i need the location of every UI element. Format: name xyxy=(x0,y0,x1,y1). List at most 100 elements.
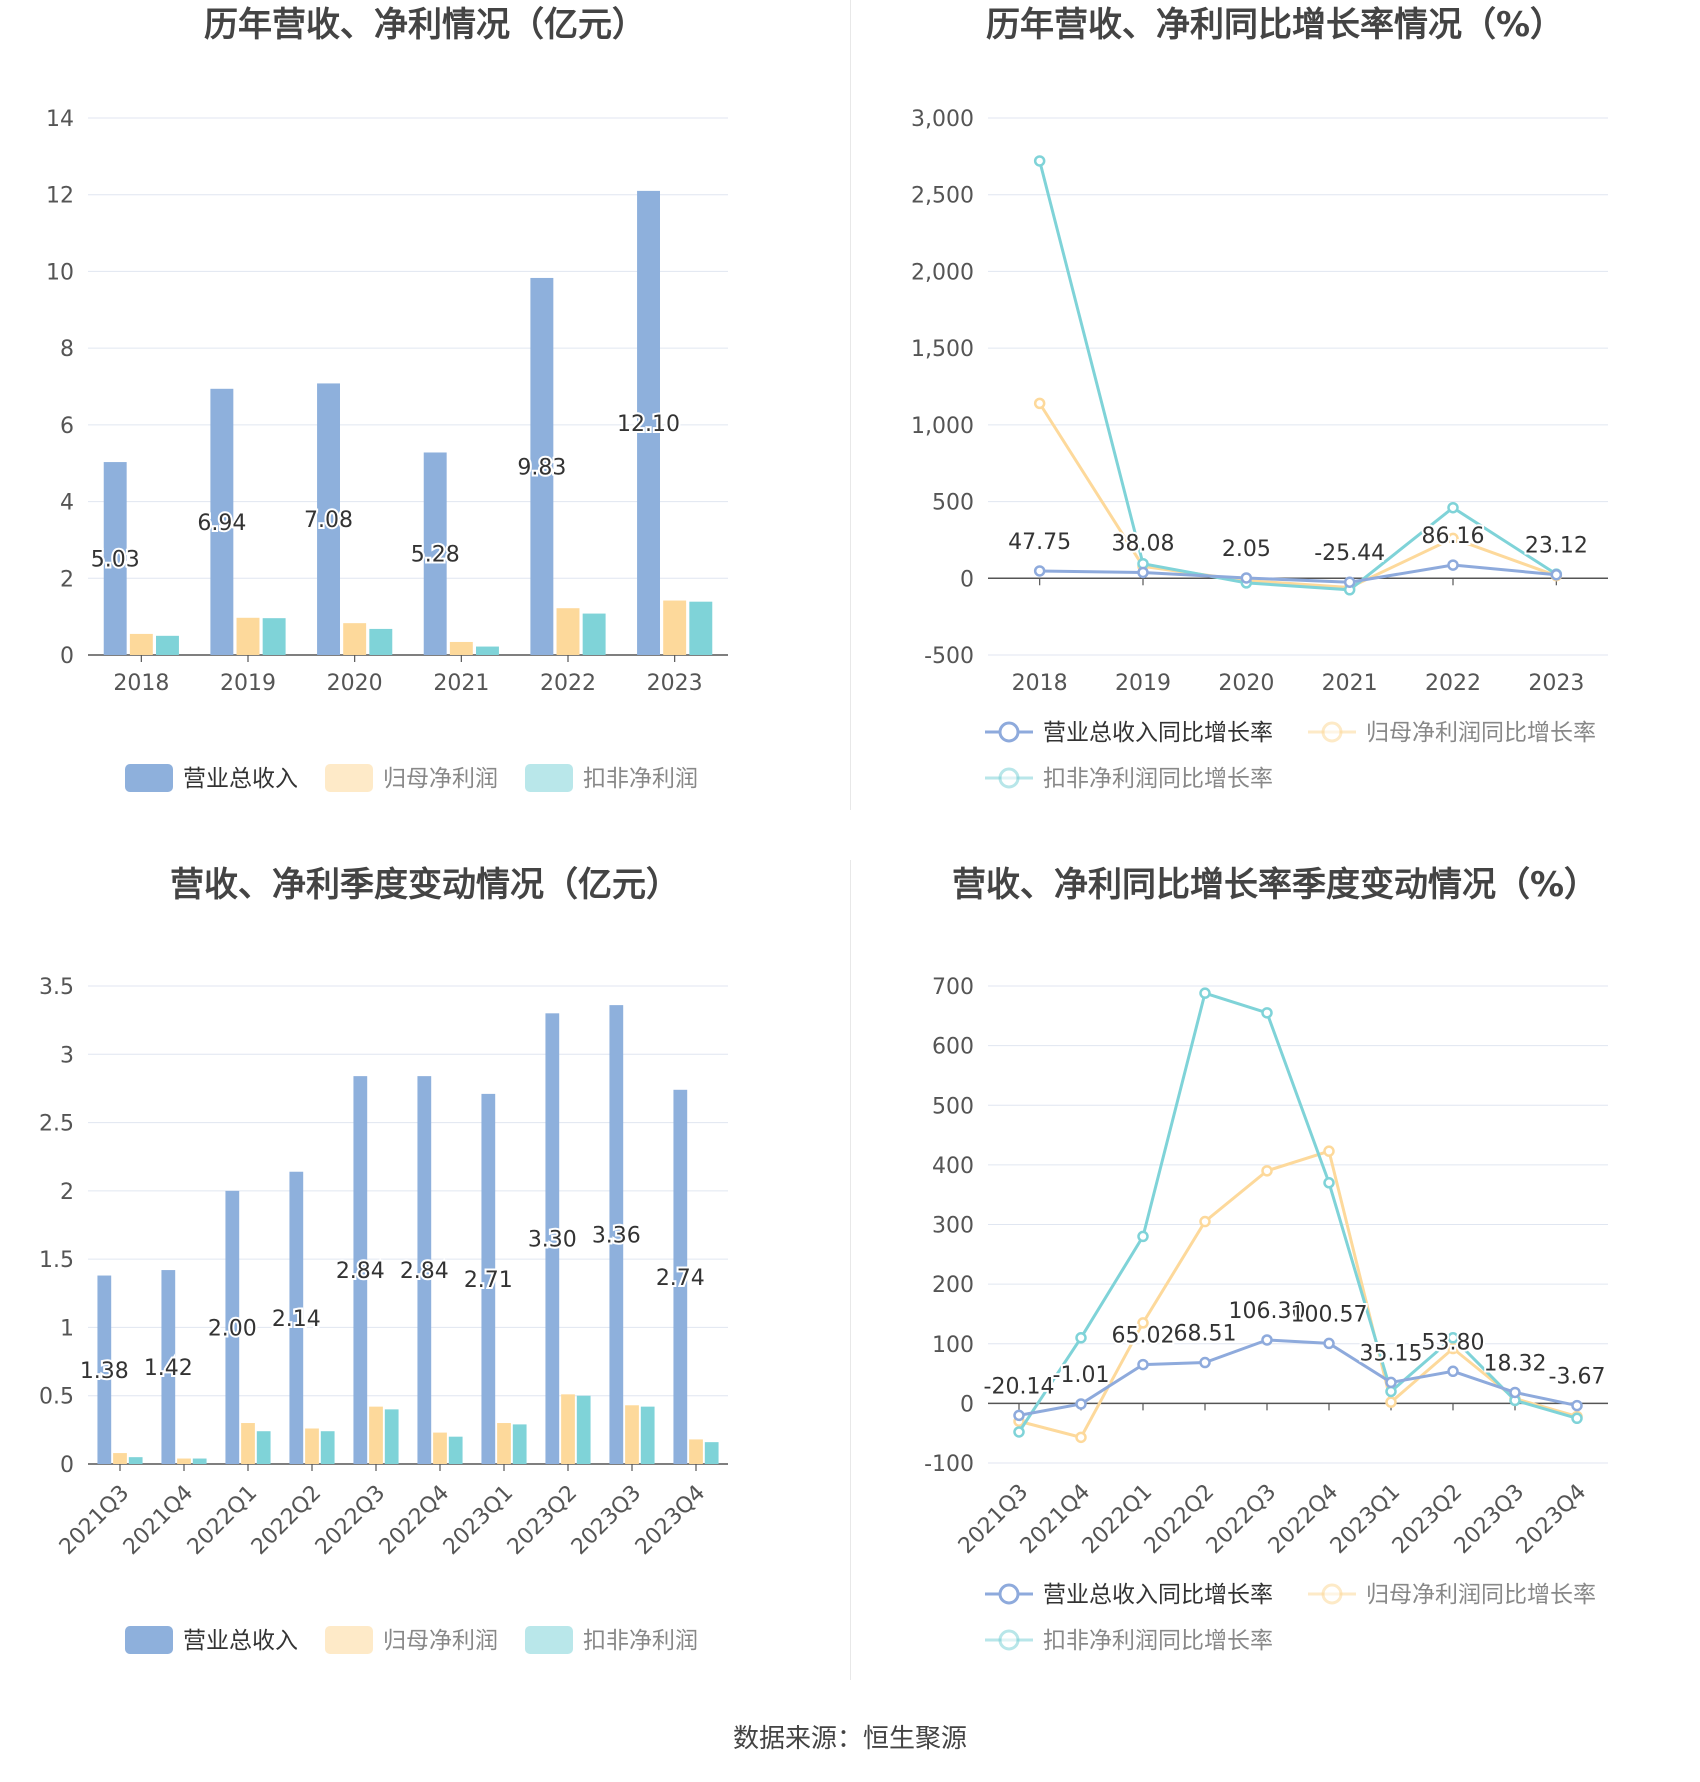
data-label: 12.10 xyxy=(617,412,680,437)
divider-bottom xyxy=(850,860,851,1680)
data-point xyxy=(1447,532,1459,545)
bar-营业总收入 xyxy=(637,190,660,655)
bar-营业总收入 xyxy=(161,1270,176,1464)
x-tick-label: 2020 xyxy=(327,671,383,696)
data-point xyxy=(1075,1398,1087,1410)
x-tick-label: 2022Q1 xyxy=(183,1481,262,1560)
y-tick-label: 6 xyxy=(60,414,74,439)
data-label: 47.75 xyxy=(1008,530,1071,555)
bar-营业总收入 xyxy=(225,1190,240,1464)
data-point xyxy=(1447,501,1459,514)
data-point xyxy=(1385,1396,1397,1408)
y-tick-label: -500 xyxy=(924,644,974,669)
data-point xyxy=(1137,566,1149,579)
data-label: 86.16 xyxy=(1422,524,1485,549)
legend-label: 营业总收入同比增长率 xyxy=(1043,720,1273,746)
data-point xyxy=(1013,1426,1025,1438)
legend-label: 营业总收入 xyxy=(183,766,298,792)
bar-扣非净利润 xyxy=(262,618,286,655)
bar-扣非净利润 xyxy=(128,1457,143,1464)
data-label: 23.12 xyxy=(1525,534,1588,559)
data-point xyxy=(1509,1386,1521,1399)
x-tick-label: 2022Q3 xyxy=(311,1481,390,1560)
data-point xyxy=(1137,1358,1149,1371)
data-label: 2.14 xyxy=(272,1307,321,1332)
annual-growth-rate-chart: 历年营收、净利同比增长率情况（%） -500 0 500 1,000 1,500 2,000… xyxy=(850,0,1700,860)
legend-symbol xyxy=(1321,1583,1343,1605)
data-label: 2.84 xyxy=(400,1259,449,1284)
x-tick-label: 2023Q1 xyxy=(439,1481,518,1560)
x-tick-label: 2018 xyxy=(1012,671,1068,696)
data-label: 38.08 xyxy=(1112,531,1175,556)
y-tick-label: 3.5 xyxy=(39,975,74,1000)
bar-扣非净利润 xyxy=(689,601,713,655)
bar-扣非净利润 xyxy=(448,1436,463,1464)
series-line-归母净利润同比增长率 xyxy=(1018,1149,1578,1440)
bar-归母净利润 xyxy=(113,1453,127,1464)
bar-营业总收入 xyxy=(289,1171,304,1464)
bar-扣非净利润 xyxy=(512,1424,527,1464)
bar-扣非净利润 xyxy=(369,628,393,655)
data-label: 1.42 xyxy=(144,1356,193,1381)
y-tick-label: 0 xyxy=(60,1453,74,1478)
data-point xyxy=(1199,1356,1211,1369)
legend-symbol xyxy=(998,1629,1020,1651)
data-label: 65.02 xyxy=(1112,1324,1175,1349)
y-tick-label: 700 xyxy=(932,975,974,1000)
bar-归母净利润 xyxy=(449,641,473,655)
y-tick-label: 100 xyxy=(932,1333,974,1358)
legend-label: 扣非净利润同比增长率 xyxy=(1043,1628,1273,1654)
data-label: -1.01 xyxy=(1053,1363,1110,1388)
bar-归母净利润 xyxy=(343,623,367,655)
annual-revenue-profit-chart: 历年营收、净利情况（亿元） 0 2 4 6 8 10 12 14 2018 2019 2020 2021… xyxy=(0,0,850,860)
bar-归母净利润 xyxy=(561,1394,575,1464)
legend-symbol xyxy=(125,764,173,792)
data-point xyxy=(1571,1399,1583,1412)
y-tick-label: 0 xyxy=(960,567,974,592)
data-point xyxy=(1447,1342,1459,1355)
x-tick-label: 2022 xyxy=(1425,671,1481,696)
data-point xyxy=(1199,987,1211,999)
series-line-营业总收入同比增长率 xyxy=(1018,1338,1578,1417)
data-label: 68.51 xyxy=(1174,1322,1237,1347)
data-point xyxy=(1261,1334,1273,1346)
legend-symbol xyxy=(525,1626,573,1654)
x-tick-label: 2019 xyxy=(1115,671,1171,696)
data-point xyxy=(1075,1332,1087,1344)
y-tick-label: 1.5 xyxy=(39,1248,74,1273)
quarterly-growth-rate-chart: 营收、净利同比增长率季度变动情况（%） -100 0 100 200 300 400 500 6… xyxy=(850,860,1700,1720)
legend-symbol xyxy=(998,721,1020,743)
data-label: 106.30 xyxy=(1229,1299,1306,1324)
bar-归母净利润 xyxy=(497,1423,511,1464)
chart-title: 历年营收、净利情况（亿元） xyxy=(204,5,646,45)
data-label: 5.28 xyxy=(411,543,460,568)
y-tick-label: 4 xyxy=(60,491,74,516)
x-tick-label: 2020 xyxy=(1218,671,1274,696)
bar-扣非净利润 xyxy=(576,1395,591,1464)
bar-扣非净利润 xyxy=(476,646,499,655)
data-point xyxy=(1323,1337,1335,1350)
bar-归母净利润 xyxy=(241,1423,255,1464)
data-point xyxy=(1323,1177,1335,1189)
y-tick-label: 1,000 xyxy=(911,414,974,439)
divider-top xyxy=(850,0,851,810)
y-tick-label: 3 xyxy=(60,1043,74,1068)
legend-label: 归母净利润 xyxy=(383,766,498,792)
bar-归母净利润 xyxy=(369,1406,383,1464)
y-tick-label: 2,000 xyxy=(911,260,974,285)
data-point xyxy=(1033,397,1046,410)
bar-营业总收入 xyxy=(210,388,234,655)
bar-归母净利润 xyxy=(625,1405,639,1464)
y-tick-label: 2 xyxy=(60,567,74,592)
bar-扣非净利润 xyxy=(640,1406,655,1464)
data-point xyxy=(1447,559,1459,571)
y-tick-label: 2 xyxy=(60,1180,74,1205)
legend-symbol xyxy=(998,767,1020,789)
y-tick-label: 12 xyxy=(46,184,74,209)
y-tick-label: 8 xyxy=(60,337,74,362)
y-tick-label: 500 xyxy=(932,491,974,516)
series-line-归母净利润同比增长率 xyxy=(1038,402,1557,590)
bar-扣非净利润 xyxy=(156,635,179,655)
y-tick-label: 600 xyxy=(932,1035,974,1060)
data-label: 2.71 xyxy=(464,1268,513,1293)
